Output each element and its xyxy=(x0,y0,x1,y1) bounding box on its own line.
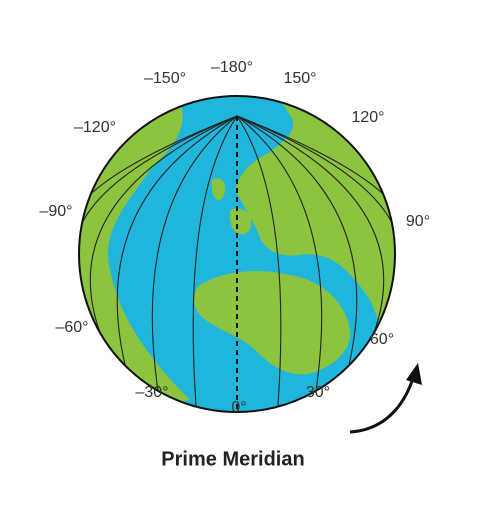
meridian xyxy=(236,115,385,334)
meridian xyxy=(236,115,323,391)
longitude-label: –90° xyxy=(39,203,72,220)
meridian xyxy=(116,115,238,366)
longitude-label: 0° xyxy=(231,399,246,416)
globe xyxy=(78,95,396,413)
meridian xyxy=(89,115,238,334)
longitude-label: –150° xyxy=(144,70,186,87)
rotation-arrowhead xyxy=(406,363,422,385)
meridian xyxy=(79,115,238,296)
longitude-labels: –180° –150° 150° –120° 120° –90° 90° –60… xyxy=(39,59,430,416)
meridian xyxy=(236,115,395,296)
longitude-label: –120° xyxy=(74,119,116,136)
globe-outline xyxy=(78,95,396,413)
meridians xyxy=(79,115,395,407)
caption: Prime Meridian xyxy=(161,448,304,470)
longitude-label: 30° xyxy=(306,384,330,401)
meridian xyxy=(236,115,358,366)
longitude-label: 90° xyxy=(406,213,430,230)
rotation-arrow xyxy=(349,374,416,434)
longitude-label: 150° xyxy=(283,70,316,87)
longitude-label: –60° xyxy=(55,319,88,336)
longitude-label: –180° xyxy=(211,59,253,76)
longitude-label: 120° xyxy=(351,109,384,126)
longitude-label: –30° xyxy=(135,384,168,401)
meridian xyxy=(192,115,238,407)
meridian xyxy=(151,115,238,391)
longitude-label: 60° xyxy=(370,331,394,348)
meridian xyxy=(236,115,282,407)
